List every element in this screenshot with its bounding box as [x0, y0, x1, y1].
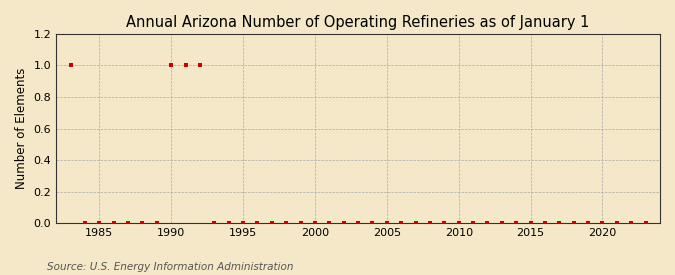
Point [252, 221, 263, 225]
Point [468, 221, 479, 225]
Point [180, 63, 191, 68]
Point [396, 221, 406, 225]
Point [223, 221, 234, 225]
Point [583, 221, 593, 225]
Point [454, 221, 464, 225]
Point [267, 221, 277, 225]
Point [439, 221, 450, 225]
Point [425, 221, 435, 225]
Point [108, 221, 119, 225]
Text: Source: U.S. Energy Information Administration: Source: U.S. Energy Information Administ… [47, 262, 294, 271]
Point [151, 221, 162, 225]
Point [539, 221, 550, 225]
Point [612, 221, 622, 225]
Point [209, 221, 220, 225]
Point [597, 221, 608, 225]
Point [626, 221, 637, 225]
Point [65, 63, 76, 68]
Point [367, 221, 378, 225]
Point [640, 221, 651, 225]
Point [568, 221, 579, 225]
Point [166, 63, 177, 68]
Title: Annual Arizona Number of Operating Refineries as of January 1: Annual Arizona Number of Operating Refin… [126, 15, 590, 30]
Point [381, 221, 392, 225]
Point [482, 221, 493, 225]
Point [496, 221, 507, 225]
Point [324, 221, 335, 225]
Point [338, 221, 349, 225]
Point [94, 221, 105, 225]
Point [410, 221, 421, 225]
Point [123, 221, 134, 225]
Point [80, 221, 90, 225]
Point [238, 221, 248, 225]
Point [295, 221, 306, 225]
Point [137, 221, 148, 225]
Point [525, 221, 536, 225]
Point [511, 221, 522, 225]
Point [281, 221, 292, 225]
Point [554, 221, 565, 225]
Point [194, 63, 205, 68]
Point [352, 221, 363, 225]
Y-axis label: Number of Elements: Number of Elements [15, 68, 28, 189]
Point [310, 221, 321, 225]
